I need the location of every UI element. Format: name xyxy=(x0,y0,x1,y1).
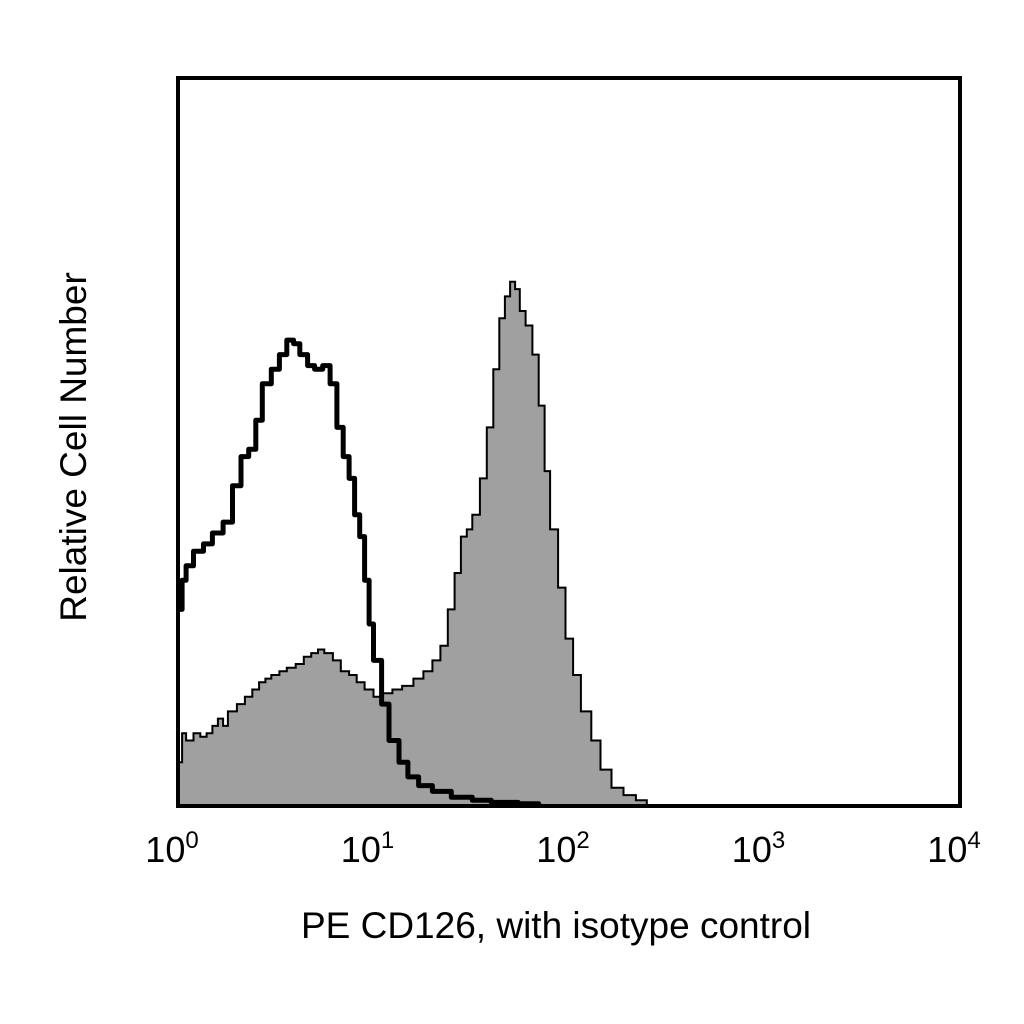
x-tick-exponent: 4 xyxy=(967,827,980,854)
x-tick-exponent: 2 xyxy=(576,827,589,854)
x-tick-exponent: 0 xyxy=(185,827,198,854)
x-tick-label: 104 xyxy=(927,827,980,870)
x-tick-label: 101 xyxy=(341,827,394,870)
x-tick-base: 10 xyxy=(536,829,576,870)
plot-frame xyxy=(176,76,962,808)
series-0-filled-histogram xyxy=(177,280,648,807)
x-tick-labels: 100 101 102 103 104 xyxy=(145,827,980,870)
y-axis-title: Relative Cell Number xyxy=(53,272,94,622)
x-tick-base: 10 xyxy=(341,829,381,870)
series-1-outline-histogram xyxy=(178,337,542,807)
x-tick-base: 10 xyxy=(732,829,772,870)
x-tick-exponent: 1 xyxy=(381,827,394,854)
x-tick-label: 102 xyxy=(536,827,589,870)
x-tick-base: 10 xyxy=(927,829,967,870)
x-tick-base: 10 xyxy=(145,829,185,870)
x-tick-label: 100 xyxy=(145,827,198,870)
x-axis-title: PE CD126, with isotype control xyxy=(301,905,811,946)
x-tick-label: 103 xyxy=(732,827,785,870)
series-layer xyxy=(177,280,648,807)
x-tick-exponent: 3 xyxy=(772,827,785,854)
